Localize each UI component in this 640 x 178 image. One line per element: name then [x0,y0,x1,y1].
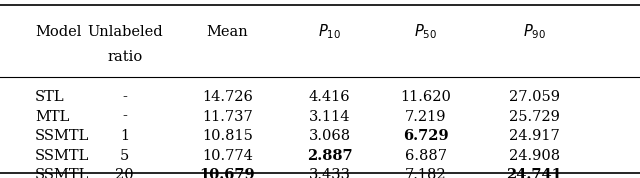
Text: 3.433: 3.433 [308,168,351,178]
Text: 10.679: 10.679 [200,168,255,178]
Text: SSMTL: SSMTL [35,129,90,143]
Text: 20: 20 [115,168,134,178]
Text: 10.774: 10.774 [202,149,253,163]
Text: SSMTL: SSMTL [35,149,90,163]
Text: 3.114: 3.114 [309,110,350,124]
Text: 6.887: 6.887 [404,149,447,163]
Text: 4.416: 4.416 [308,90,351,104]
Text: 5: 5 [120,149,129,163]
Text: 7.182: 7.182 [404,168,447,178]
Text: -: - [122,110,127,124]
Text: $P_{50}$: $P_{50}$ [414,23,437,41]
Text: -: - [122,90,127,104]
Text: 6.729: 6.729 [403,129,449,143]
Text: 25.729: 25.729 [509,110,560,124]
Text: 7.219: 7.219 [405,110,446,124]
Text: Unlabeled: Unlabeled [87,25,163,39]
Text: 24.917: 24.917 [509,129,560,143]
Text: Model: Model [35,25,81,39]
Text: 24.741: 24.741 [506,168,563,178]
Text: Mean: Mean [206,25,248,39]
Text: $P_{10}$: $P_{10}$ [318,23,341,41]
Text: 2.887: 2.887 [307,149,353,163]
Text: 1: 1 [120,129,129,143]
Text: 10.815: 10.815 [202,129,253,143]
Text: $P_{90}$: $P_{90}$ [523,23,546,41]
Text: ratio: ratio [107,50,143,64]
Text: 24.908: 24.908 [509,149,560,163]
Text: 11.620: 11.620 [400,90,451,104]
Text: 3.068: 3.068 [308,129,351,143]
Text: 27.059: 27.059 [509,90,560,104]
Text: 14.726: 14.726 [202,90,253,104]
Text: STL: STL [35,90,65,104]
Text: MTL: MTL [35,110,70,124]
Text: 11.737: 11.737 [202,110,253,124]
Text: SSMTL: SSMTL [35,168,90,178]
